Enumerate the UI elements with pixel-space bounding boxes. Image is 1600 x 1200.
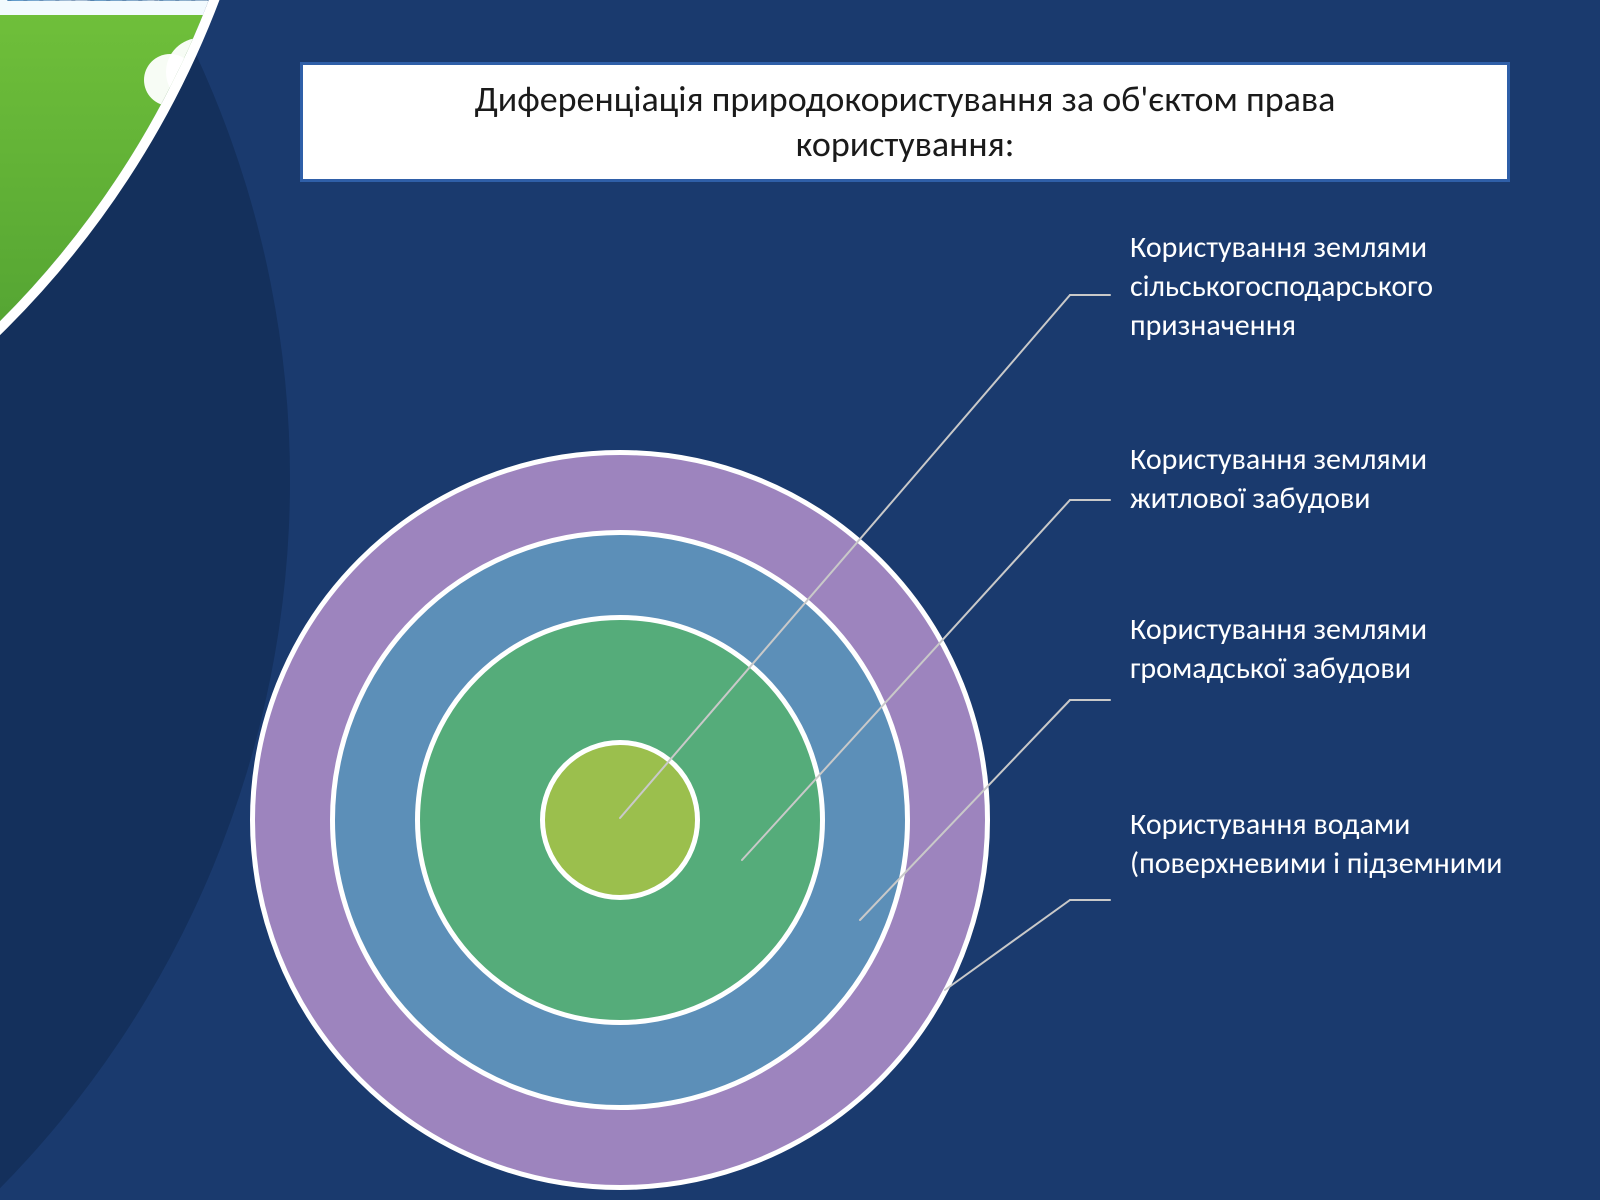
label-3: Користування землями громадської забудов…: [1130, 610, 1530, 688]
ring-inner: [540, 740, 700, 900]
decor-inner-arc: [0, 0, 280, 600]
title-text: Диференціація природокористування за об'…: [325, 77, 1485, 167]
label-4: Користування водами (поверхневими і підз…: [1130, 805, 1530, 883]
building-3: [159, 0, 271, 1]
cloud-part-4: [188, 76, 232, 120]
title-box: Диференціація природокористування за об'…: [300, 62, 1510, 182]
label-2: Користування землями житлової забудови: [1130, 440, 1530, 518]
label-1: Користування землями сільськогосподарськ…: [1130, 228, 1530, 345]
slide-root: Диференціація природокористування за об'…: [0, 0, 1600, 1200]
tree-crown: [130, 335, 240, 445]
tree-trunk: [180, 430, 192, 485]
